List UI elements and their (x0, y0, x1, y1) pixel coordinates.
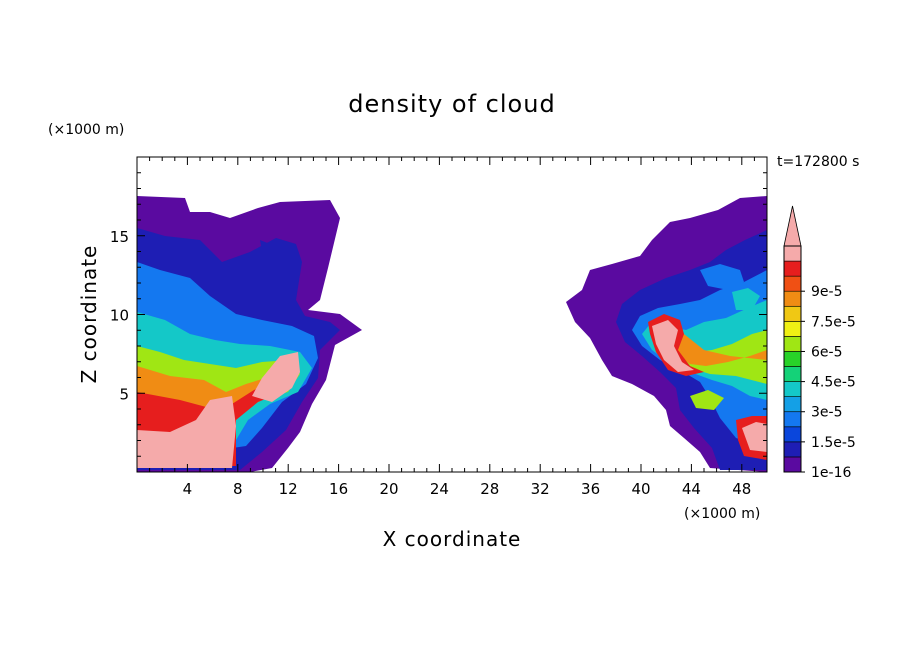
x-tick-label: 16 (329, 480, 348, 498)
time-label: t=172800 s (777, 154, 859, 170)
y-tick-label: 15 (110, 228, 129, 246)
x-tick-label: 24 (430, 480, 449, 498)
colorbar-segment (783, 456, 802, 473)
colorbar: 1e-16 1.5e-5 3e-5 4.5e-5 6e-5 7.5e-5 9e-5 (783, 205, 856, 481)
colorbar-segment (783, 305, 802, 322)
colorbar-segment (783, 411, 802, 428)
colorbar-segment (783, 245, 802, 262)
y-unit-label: (×1000 m) (48, 122, 124, 138)
x-tick-label: 48 (732, 480, 751, 498)
x-unit-label: (×1000 m) (684, 506, 760, 522)
colorbar-overflow-arrow (783, 205, 802, 247)
x-tick-label: 32 (531, 480, 550, 498)
cloud-left-band (150, 292, 226, 314)
chart-title: density of cloud (348, 90, 555, 118)
cloud-right-level6 (660, 322, 767, 366)
y-axis: 5 10 15 (110, 156, 767, 473)
colorbar-segment (783, 275, 802, 292)
x-tick-label: 20 (379, 480, 398, 498)
cloud-left-dark-streak (260, 240, 290, 304)
cloud-right-band-1 (700, 264, 744, 290)
colorbar-segment (783, 260, 802, 277)
x-tick-label: 40 (631, 480, 650, 498)
colorbar-label: 7.5e-5 (811, 314, 856, 330)
colorbar-segment (783, 441, 802, 458)
x-tick-label: 8 (233, 480, 243, 498)
cloud-left-peak-1 (137, 396, 236, 468)
colorbar-segment (783, 336, 802, 352)
cloud-right-band-3 (690, 390, 724, 410)
x-axis: 4 8 12 16 20 24 28 32 36 40 44 48 (136, 157, 768, 498)
cloud-right-band-2 (732, 288, 760, 310)
y-tick-label: 5 (119, 385, 129, 403)
x-tick-label: 28 (480, 480, 499, 498)
colorbar-segment (783, 396, 802, 413)
colorbar-segment (783, 366, 802, 382)
colorbar-frame (783, 245, 802, 473)
colorbar-label: 3e-5 (811, 405, 842, 421)
cloud-right-peak-1 (652, 320, 694, 372)
cloud-left-peak-2 (252, 352, 300, 402)
y-tick-label: 10 (110, 307, 129, 325)
colorbar-segment (783, 290, 802, 307)
y-axis-title: Z coordinate (77, 245, 101, 384)
cloud-field (137, 196, 767, 472)
colorbar-label: 4.5e-5 (811, 375, 856, 391)
x-tick-label: 44 (682, 480, 701, 498)
x-tick-label: 36 (581, 480, 600, 498)
colorbar-segment (783, 426, 802, 443)
colorbar-label: 1.5e-5 (811, 435, 856, 451)
colorbar-segment (783, 351, 802, 367)
colorbar-label: 1e-16 (811, 465, 851, 481)
colorbar-segment (783, 381, 802, 397)
x-tick-label: 4 (183, 480, 193, 498)
colorbar-label: 6e-5 (811, 344, 842, 360)
cloud-right-peak-3 (742, 422, 767, 452)
colorbar-segment (783, 321, 802, 337)
x-tick-label: 12 (279, 480, 298, 498)
x-axis-title: X coordinate (383, 527, 522, 551)
colorbar-label: 9e-5 (811, 284, 842, 300)
